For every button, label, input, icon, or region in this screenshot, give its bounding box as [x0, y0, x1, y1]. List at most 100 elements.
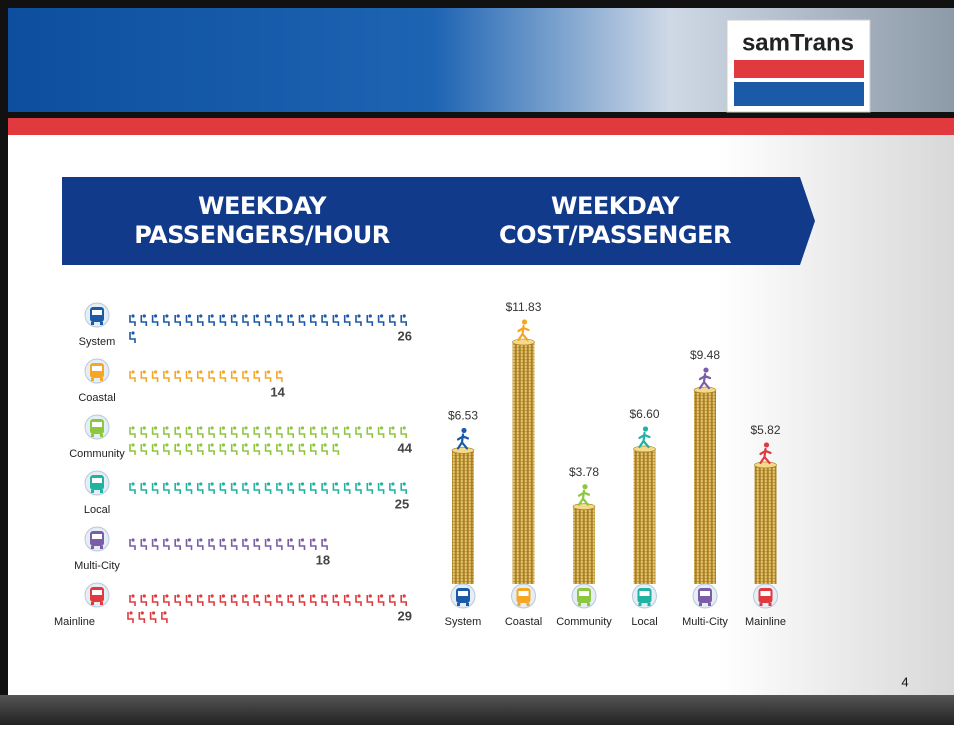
passenger-icon — [400, 427, 407, 438]
passenger-head — [346, 426, 350, 430]
passenger-icon — [129, 483, 136, 494]
passenger-icon — [343, 595, 351, 606]
passenger-icon — [197, 444, 204, 455]
passenger-head — [334, 443, 338, 447]
passenger-icon — [140, 315, 148, 326]
walker-body — [517, 324, 530, 342]
passenger-icon — [310, 427, 317, 438]
bus-window — [92, 478, 102, 483]
passenger-head — [402, 482, 406, 486]
passenger-icon — [310, 483, 317, 494]
passenger-head — [165, 314, 169, 318]
passenger-head — [221, 370, 225, 374]
passenger-head — [255, 314, 259, 318]
bar-top — [572, 503, 596, 510]
passenger-icon — [321, 483, 328, 494]
passenger-head — [244, 482, 248, 486]
passenger-icon — [163, 483, 170, 494]
category-label: Mainline — [745, 616, 786, 628]
passenger-icon — [321, 595, 328, 606]
bar-top — [633, 445, 656, 453]
passenger-head — [368, 482, 372, 486]
passenger-head — [176, 594, 180, 598]
passenger-head — [289, 443, 293, 447]
pictogram-row — [127, 594, 407, 623]
passenger-head — [267, 314, 271, 318]
passenger-icon — [197, 371, 204, 382]
passenger-icon — [185, 483, 193, 494]
passenger-icon — [377, 427, 385, 438]
passenger-head — [142, 443, 146, 447]
category-label: Mainline — [54, 616, 95, 628]
passenger-icon — [185, 315, 193, 326]
passenger-head — [165, 482, 169, 486]
passenger-icon — [276, 371, 283, 382]
walker-head — [582, 484, 588, 490]
passenger-icon — [400, 315, 407, 326]
passenger-icon — [230, 315, 238, 326]
page-number: 4 — [901, 674, 908, 689]
value-label: $6.53 — [448, 409, 478, 423]
passenger-head — [221, 594, 225, 598]
passenger-head — [210, 314, 214, 318]
passenger-icon — [219, 427, 227, 438]
passenger-icon — [219, 483, 227, 494]
passenger-head — [300, 594, 305, 598]
passenger-icon — [174, 483, 181, 494]
passenger-head — [176, 482, 180, 486]
bus-window — [579, 591, 589, 596]
bus-wheel — [100, 322, 103, 325]
passenger-head — [267, 538, 271, 542]
passenger-icon — [140, 539, 148, 550]
passenger-head — [278, 426, 282, 430]
passenger-head — [380, 426, 384, 430]
passenger-head — [165, 594, 169, 598]
walker-icon — [456, 427, 470, 450]
passenger-icon — [129, 539, 136, 550]
passenger-icon — [219, 595, 227, 606]
bus-wheel — [708, 603, 711, 606]
passenger-icon — [321, 539, 328, 550]
passenger-icon — [151, 595, 159, 606]
passenger-icon — [242, 539, 249, 550]
passenger-icon — [287, 444, 294, 455]
passenger-head — [300, 426, 305, 430]
walker-head — [763, 442, 770, 448]
passenger-icon — [208, 539, 215, 550]
bus-wheel — [647, 603, 651, 606]
passenger-icon — [264, 483, 272, 494]
value-label: 14 — [270, 384, 285, 399]
passenger-icon — [264, 444, 272, 455]
passenger-icon — [298, 483, 306, 494]
passenger-icon — [197, 427, 204, 438]
passenger-head — [380, 482, 384, 486]
passenger-head — [140, 611, 144, 615]
red-band — [8, 118, 954, 135]
title-line: WEEKDAY — [198, 192, 327, 220]
bus-window — [92, 534, 102, 539]
bus-wheel — [91, 546, 94, 549]
passenger-head — [154, 443, 158, 447]
title-line: PASSENGERS/HOUR — [134, 221, 390, 249]
value-label: 44 — [398, 440, 413, 455]
passenger-head — [131, 482, 135, 486]
passenger-head — [131, 443, 135, 447]
passenger-head — [142, 538, 146, 542]
bus-icon — [450, 583, 476, 609]
passenger-head — [334, 482, 338, 486]
passenger-head — [154, 314, 158, 318]
logo-red — [734, 60, 864, 78]
bus-wheel — [100, 602, 103, 605]
passenger-icon — [242, 371, 249, 382]
passenger-icon — [264, 315, 272, 326]
passenger-head — [187, 426, 192, 430]
passenger-head — [357, 426, 361, 430]
passenger-icon — [151, 371, 159, 382]
walker-body — [759, 447, 772, 465]
bus-icon — [84, 302, 110, 328]
value-label: 26 — [398, 328, 412, 343]
category-label: Local — [631, 616, 657, 628]
bus-wheel — [100, 490, 103, 493]
passenger-icon — [310, 595, 317, 606]
pictogram-row — [129, 314, 407, 343]
